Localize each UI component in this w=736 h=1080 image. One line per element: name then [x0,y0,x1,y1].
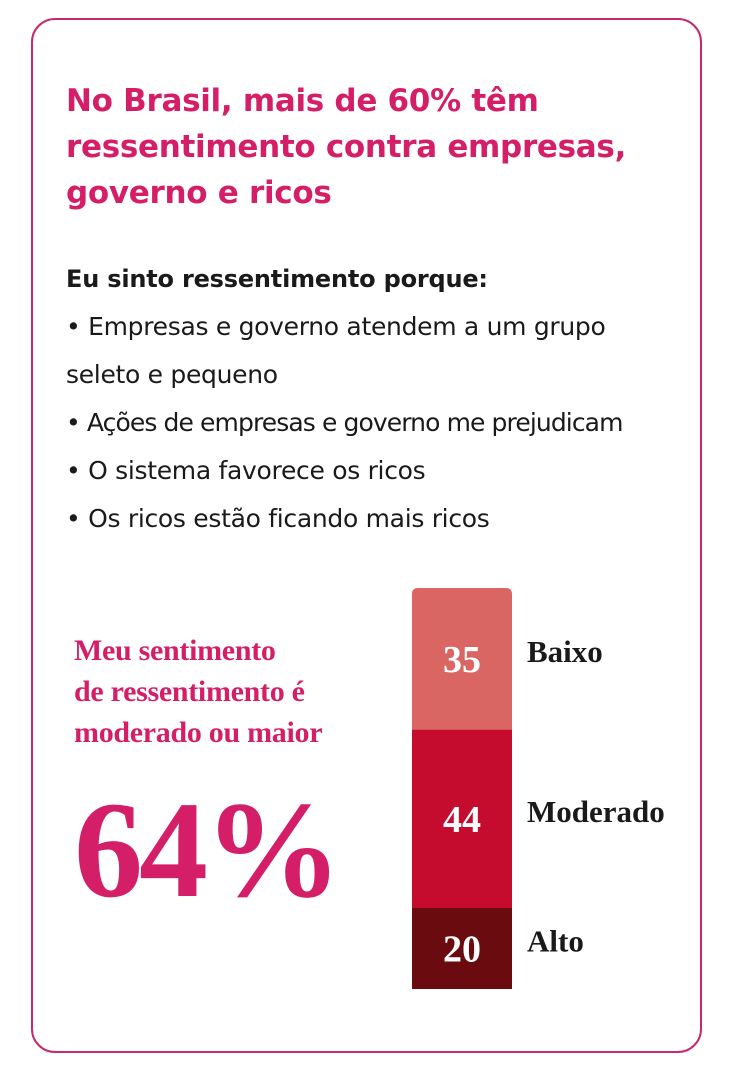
reasons-list: Eu sinto ressentimento porque: • Empresa… [66,255,706,543]
reason-item: • O sistema favorece os ricos [66,447,706,495]
headline-line: governo e ricos [66,175,332,211]
summary-label: Meu sentimento de ressentimento é modera… [74,630,394,753]
reasons-intro: Eu sinto ressentimento porque: [66,265,488,293]
reason-line: • Ações de empresas e governo me prejudi… [66,408,623,437]
reason-line: • O sistema favorece os ricos [66,456,426,485]
reason-line: • Empresas e governo atendem a um grupo [66,312,606,341]
headline-line: ressentimento contra empresas, [66,129,627,165]
headline: No Brasil, mais de 60% têm ressentimento… [66,78,686,216]
summary-label-line: Meu sentimento [74,634,276,667]
reason-item: • Ações de empresas e governo me prejudi… [66,399,706,447]
reason-line: • Os ricos estão ficando mais ricos [66,504,490,533]
summary-label-line: moderado ou maior [74,716,323,749]
summary-label-line: de ressentimento é [74,675,305,708]
summary-percentage: 64% [74,773,342,926]
reason-item: • Empresas e governo atendem a um grupo … [66,303,706,399]
card-frame [31,18,702,1053]
reason-item: • Os ricos estão ficando mais ricos [66,495,706,543]
reason-line: seleto e pequeno [66,360,278,389]
headline-line: No Brasil, mais de 60% têm [66,83,539,119]
